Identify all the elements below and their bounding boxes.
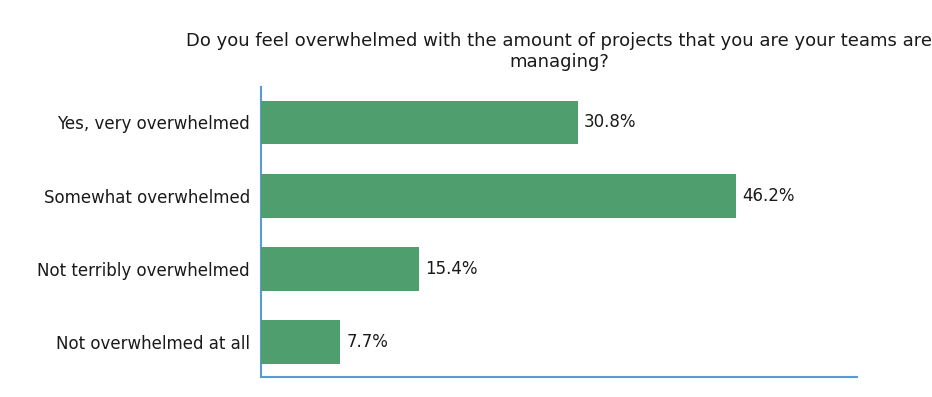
Bar [261, 100, 578, 145]
Text: 30.8%: 30.8% [583, 114, 637, 131]
Text: 7.7%: 7.7% [347, 333, 389, 351]
Text: 46.2%: 46.2% [742, 187, 795, 204]
Title: Do you feel overwhelmed with the amount of projects that you are your teams are
: Do you feel overwhelmed with the amount … [186, 32, 932, 71]
Text: 15.4%: 15.4% [426, 260, 478, 278]
Bar [261, 247, 419, 291]
Bar [261, 174, 736, 218]
Bar [261, 320, 340, 364]
